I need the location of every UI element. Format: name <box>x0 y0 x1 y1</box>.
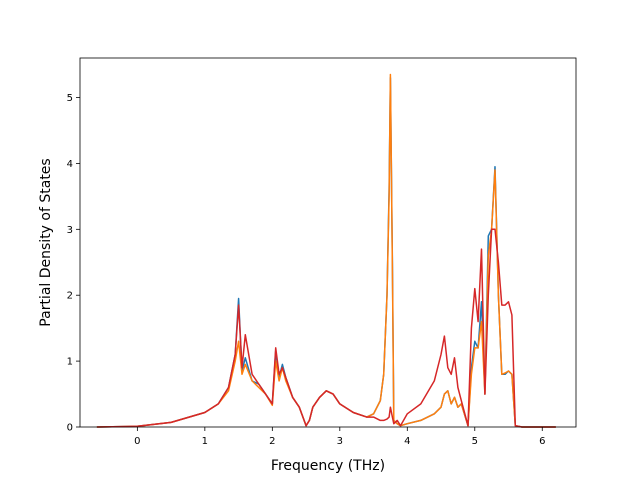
y-tick-label: 5 <box>67 93 73 104</box>
y-tick-label: 2 <box>67 291 73 302</box>
y-tick-label: 3 <box>67 225 73 236</box>
y-tick-label: 0 <box>67 423 73 434</box>
y-tick-label: 1 <box>67 357 73 368</box>
x-tick-label: 2 <box>269 436 275 447</box>
series-line-2 <box>96 73 556 428</box>
x-axis-ticks: 0 1 2 3 4 5 6 <box>134 427 545 447</box>
y-tick-label: 4 <box>67 159 73 170</box>
x-tick-label: 0 <box>134 436 140 447</box>
x-tick-label: 1 <box>202 436 208 447</box>
x-axis-label: Frequency (THz) <box>271 458 385 474</box>
series-line-3 <box>96 228 556 428</box>
series-layer <box>96 73 556 428</box>
x-tick-label: 3 <box>337 436 343 447</box>
x-tick-label: 4 <box>404 436 410 447</box>
plot-frame <box>79 57 577 428</box>
x-tick-label: 6 <box>539 436 545 447</box>
x-tick-label: 5 <box>472 436 478 447</box>
series-line-1 <box>96 77 556 428</box>
y-axis-ticks: 0 1 2 3 4 5 <box>67 93 80 434</box>
y-axis-label: Partial Density of States <box>38 158 54 326</box>
